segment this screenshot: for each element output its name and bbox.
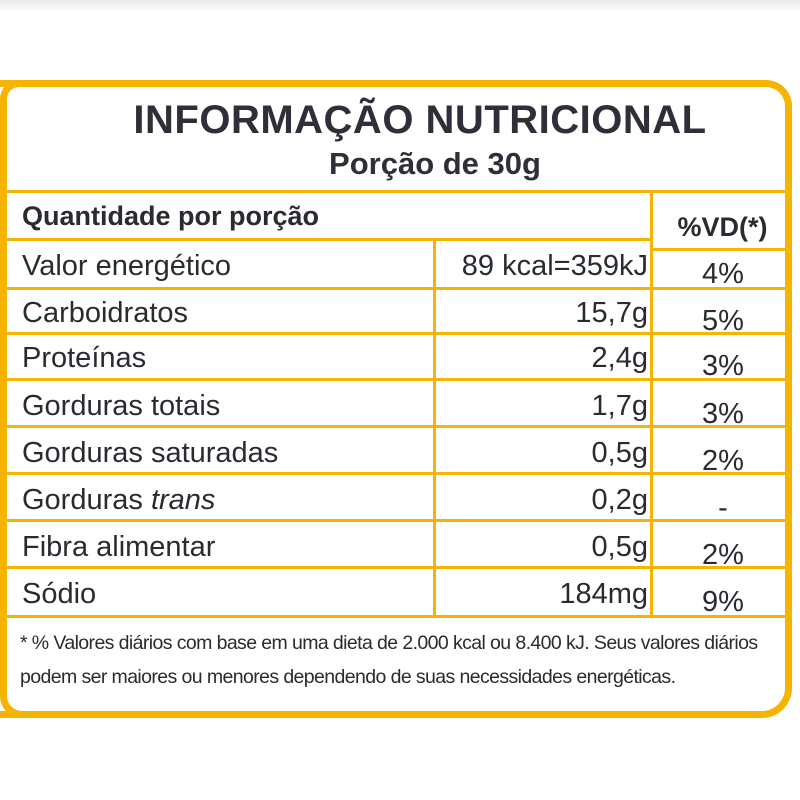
nutrient-name-text: Gorduras (22, 484, 151, 516)
table-rule (0, 566, 792, 569)
table-rule (0, 378, 792, 381)
nutrient-amount: 0,5g (591, 531, 648, 563)
nutrient-dv: 3% (702, 350, 744, 382)
nutrient-amount: 2,4g (591, 342, 648, 374)
nutrient-dv: 5% (702, 305, 744, 337)
nutrient-name-text: Carboidratos (22, 297, 189, 329)
table-rule (0, 332, 792, 335)
nutrition-label-border (0, 80, 792, 718)
nutrient-name: Proteínas (22, 342, 146, 375)
nutrient-name-text: Fibra alimentar (22, 531, 216, 563)
nutrient-dv: 4% (702, 258, 744, 290)
nutrient-name-text: Gorduras totais (22, 390, 221, 422)
nutrient-dv: 2% (702, 539, 744, 571)
nutrient-dv: 3% (702, 398, 744, 430)
nutrition-label-border-left (0, 80, 22, 718)
nutrient-amount: 0,2g (591, 484, 648, 516)
table-rule (0, 190, 792, 193)
nutrient-dv: - (718, 492, 728, 524)
table-rule (0, 472, 792, 475)
nutrient-name: Valor energético (22, 250, 231, 283)
nutrient-name-text: Gorduras saturadas (22, 437, 279, 469)
footnote: * % Valores diários com base em uma diet… (20, 632, 758, 688)
nutrient-dv: 2% (702, 445, 744, 477)
nutrient-name-italic: trans (150, 484, 216, 516)
nutrient-name: Fibra alimentar (22, 531, 215, 564)
nutrient-name-text: Proteínas (22, 342, 147, 374)
nutrient-name: Gorduras saturadas (22, 437, 278, 470)
package-edge (0, 0, 800, 12)
nutrient-name: Carboidratos (22, 297, 188, 330)
column-divider (433, 238, 436, 615)
table-rule (650, 248, 792, 251)
nutrient-name: Gorduras trans (22, 484, 215, 517)
nutrient-name: Sódio (22, 578, 96, 611)
nutrient-amount: 89 kcal=359kJ (461, 250, 648, 282)
table-rule (0, 615, 792, 618)
column-divider (650, 190, 653, 615)
nutrient-amount: 15,7g (575, 297, 648, 329)
label-title: INFORMAÇÃO NUTRICIONAL (133, 98, 707, 142)
table-rule (0, 238, 650, 241)
header-quantity: Quantidade por porção (22, 201, 320, 231)
table-rule (0, 519, 792, 522)
nutrient-name-text: Valor energético (22, 250, 232, 282)
serving-size: Porção de 30g (329, 146, 541, 181)
nutrient-amount: 1,7g (591, 390, 648, 422)
header-dv: %VD(*) (677, 212, 768, 242)
table-rule (0, 287, 792, 290)
table-rule (0, 425, 792, 428)
nutrient-name: Gorduras totais (22, 390, 220, 423)
nutrient-name-text: Sódio (22, 578, 97, 610)
nutrient-dv: 9% (702, 586, 744, 618)
nutrient-amount: 0,5g (591, 437, 648, 469)
nutrient-amount: 184mg (559, 578, 648, 610)
